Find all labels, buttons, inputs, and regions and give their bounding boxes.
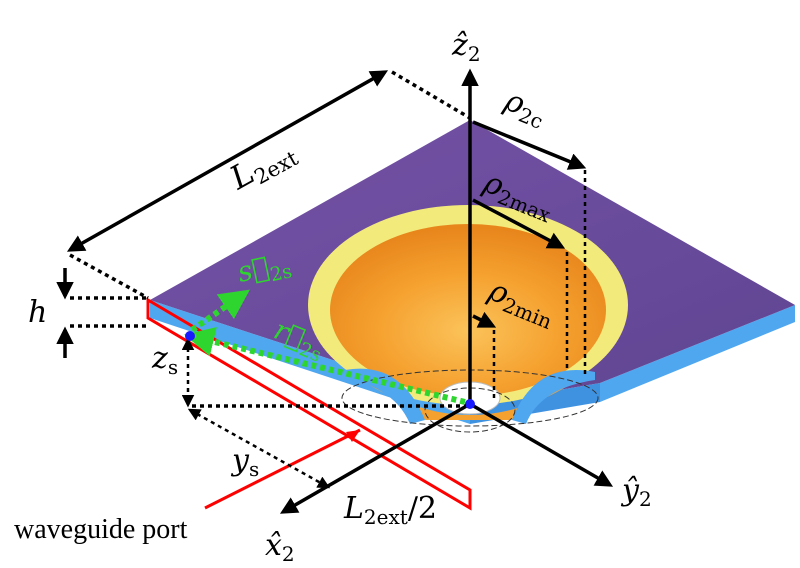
- waveguide-port-pointer-head: [346, 430, 360, 442]
- L2ext-ext-bottom: [69, 253, 149, 300]
- waveguide-port-pointer: [204, 428, 361, 510]
- vectors: [184, 289, 466, 405]
- L2ext-dim: [66, 70, 389, 252]
- x2-axis: [279, 402, 471, 514]
- origin-point: [465, 399, 475, 409]
- horn-inner: [330, 224, 606, 396]
- axes: [279, 68, 614, 514]
- waveguide-port-outline: [146, 297, 472, 511]
- L2ext-ext-top: [391, 70, 471, 120]
- horn-throat-right: [512, 370, 595, 424]
- y2-axis: [469, 402, 614, 487]
- rho2min-dim: [472, 311, 497, 328]
- x2-label: x̂2: [265, 528, 295, 566]
- ys-dim: [187, 408, 331, 489]
- h-label: h: [28, 295, 47, 330]
- y2-label: ŷ2: [620, 473, 652, 511]
- rho2c-label: ρ2c: [498, 83, 552, 134]
- zs-label: zs: [151, 341, 178, 379]
- rho2c-dim: [472, 120, 587, 170]
- s2s-vector: [190, 289, 250, 333]
- z2-label: ẑ2: [451, 28, 481, 66]
- rho2max-dim: [472, 198, 566, 249]
- ys-label: ys: [230, 443, 259, 481]
- plate-side-right: [600, 305, 795, 402]
- L2ext-half-label: L2ext/2: [343, 491, 437, 529]
- horn-aperture: [308, 205, 628, 433]
- source-point: [185, 331, 195, 341]
- s2s-label: s⃗2s: [235, 246, 295, 293]
- waveguide-port-label: waveguide port: [14, 514, 188, 545]
- r2s-vector: [184, 327, 466, 405]
